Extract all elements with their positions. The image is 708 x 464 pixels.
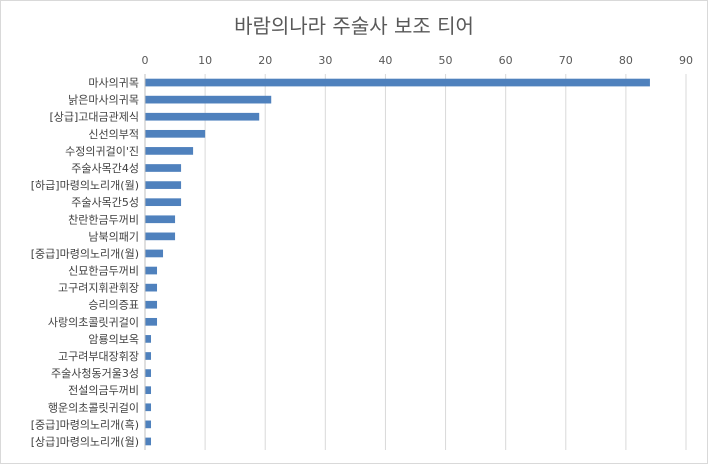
bar	[145, 266, 158, 275]
category-label: 찬란한금두꺼비	[68, 212, 139, 226]
category-label: 주술사목간5성	[71, 196, 139, 209]
category-label: 마사의귀목	[88, 77, 139, 90]
x-tick-label: 10	[198, 54, 212, 67]
bar	[145, 95, 272, 104]
category-label: 사랑의초콜릿귀걸이	[48, 316, 139, 329]
category-label: 행운의초콜릿귀걸이	[48, 401, 139, 414]
bar	[145, 352, 152, 360]
bar	[145, 420, 152, 429]
x-tick-label: 80	[619, 54, 633, 67]
category-label: 신묘한금두꺼비	[68, 265, 139, 278]
bar	[145, 78, 650, 87]
bar	[145, 300, 158, 309]
category-label: 고구려부대장휘장	[58, 350, 139, 363]
category-label: [중급]마령의노리개(월)	[31, 247, 139, 260]
category-label: 전설의금두꺼비	[68, 384, 139, 397]
category-label: 남북의패기	[88, 230, 139, 243]
category-label: [상급]고대금관제식	[49, 111, 139, 124]
x-axis-ticks: 0 10 20 30 40 50 60 70 80 90	[142, 54, 694, 67]
bar	[145, 249, 164, 258]
gridlines	[204, 74, 687, 450]
category-label: 낡은마사의귀목	[68, 94, 139, 107]
bar	[145, 335, 152, 343]
bar	[145, 147, 194, 155]
category-label: 고구려지휘관휘장	[58, 282, 139, 295]
bar	[145, 386, 152, 395]
bar	[145, 198, 182, 207]
bar	[145, 369, 152, 377]
x-tick-label: 40	[378, 54, 392, 67]
x-tick-label: 0	[142, 54, 149, 67]
bar	[145, 112, 260, 121]
chart-title: 바람의나라 주술사 보조 티어	[234, 14, 474, 38]
bar	[145, 215, 176, 224]
category-label: [하급]마령의노리개(월)	[31, 178, 139, 192]
x-tick-label: 60	[499, 54, 513, 67]
x-tick-label: 20	[258, 54, 272, 67]
x-tick-label: 70	[559, 54, 573, 67]
category-label: 승리의증표	[88, 299, 139, 312]
category-label: [중급]마령의노리개(흑)	[31, 417, 139, 431]
bar	[145, 181, 182, 189]
bar	[145, 232, 176, 241]
bar	[145, 437, 152, 446]
bar	[145, 129, 206, 138]
category-label: 암룡의보옥	[88, 333, 139, 346]
x-tick-label: 90	[679, 54, 693, 67]
category-label: 주술사목간4성	[71, 162, 139, 175]
bars	[145, 78, 650, 446]
bar	[145, 283, 158, 292]
bar	[145, 317, 158, 326]
category-label: 신선의부적	[88, 128, 139, 141]
category-label: [상급]마령의노리개(월)	[31, 435, 139, 448]
category-label: 수정의귀걸이'진	[65, 145, 139, 158]
x-tick-label: 50	[439, 54, 453, 67]
category-label: 주술사청동거울3성	[51, 367, 139, 380]
bar	[145, 164, 182, 172]
bar	[145, 403, 152, 412]
x-tick-label: 30	[318, 54, 332, 67]
